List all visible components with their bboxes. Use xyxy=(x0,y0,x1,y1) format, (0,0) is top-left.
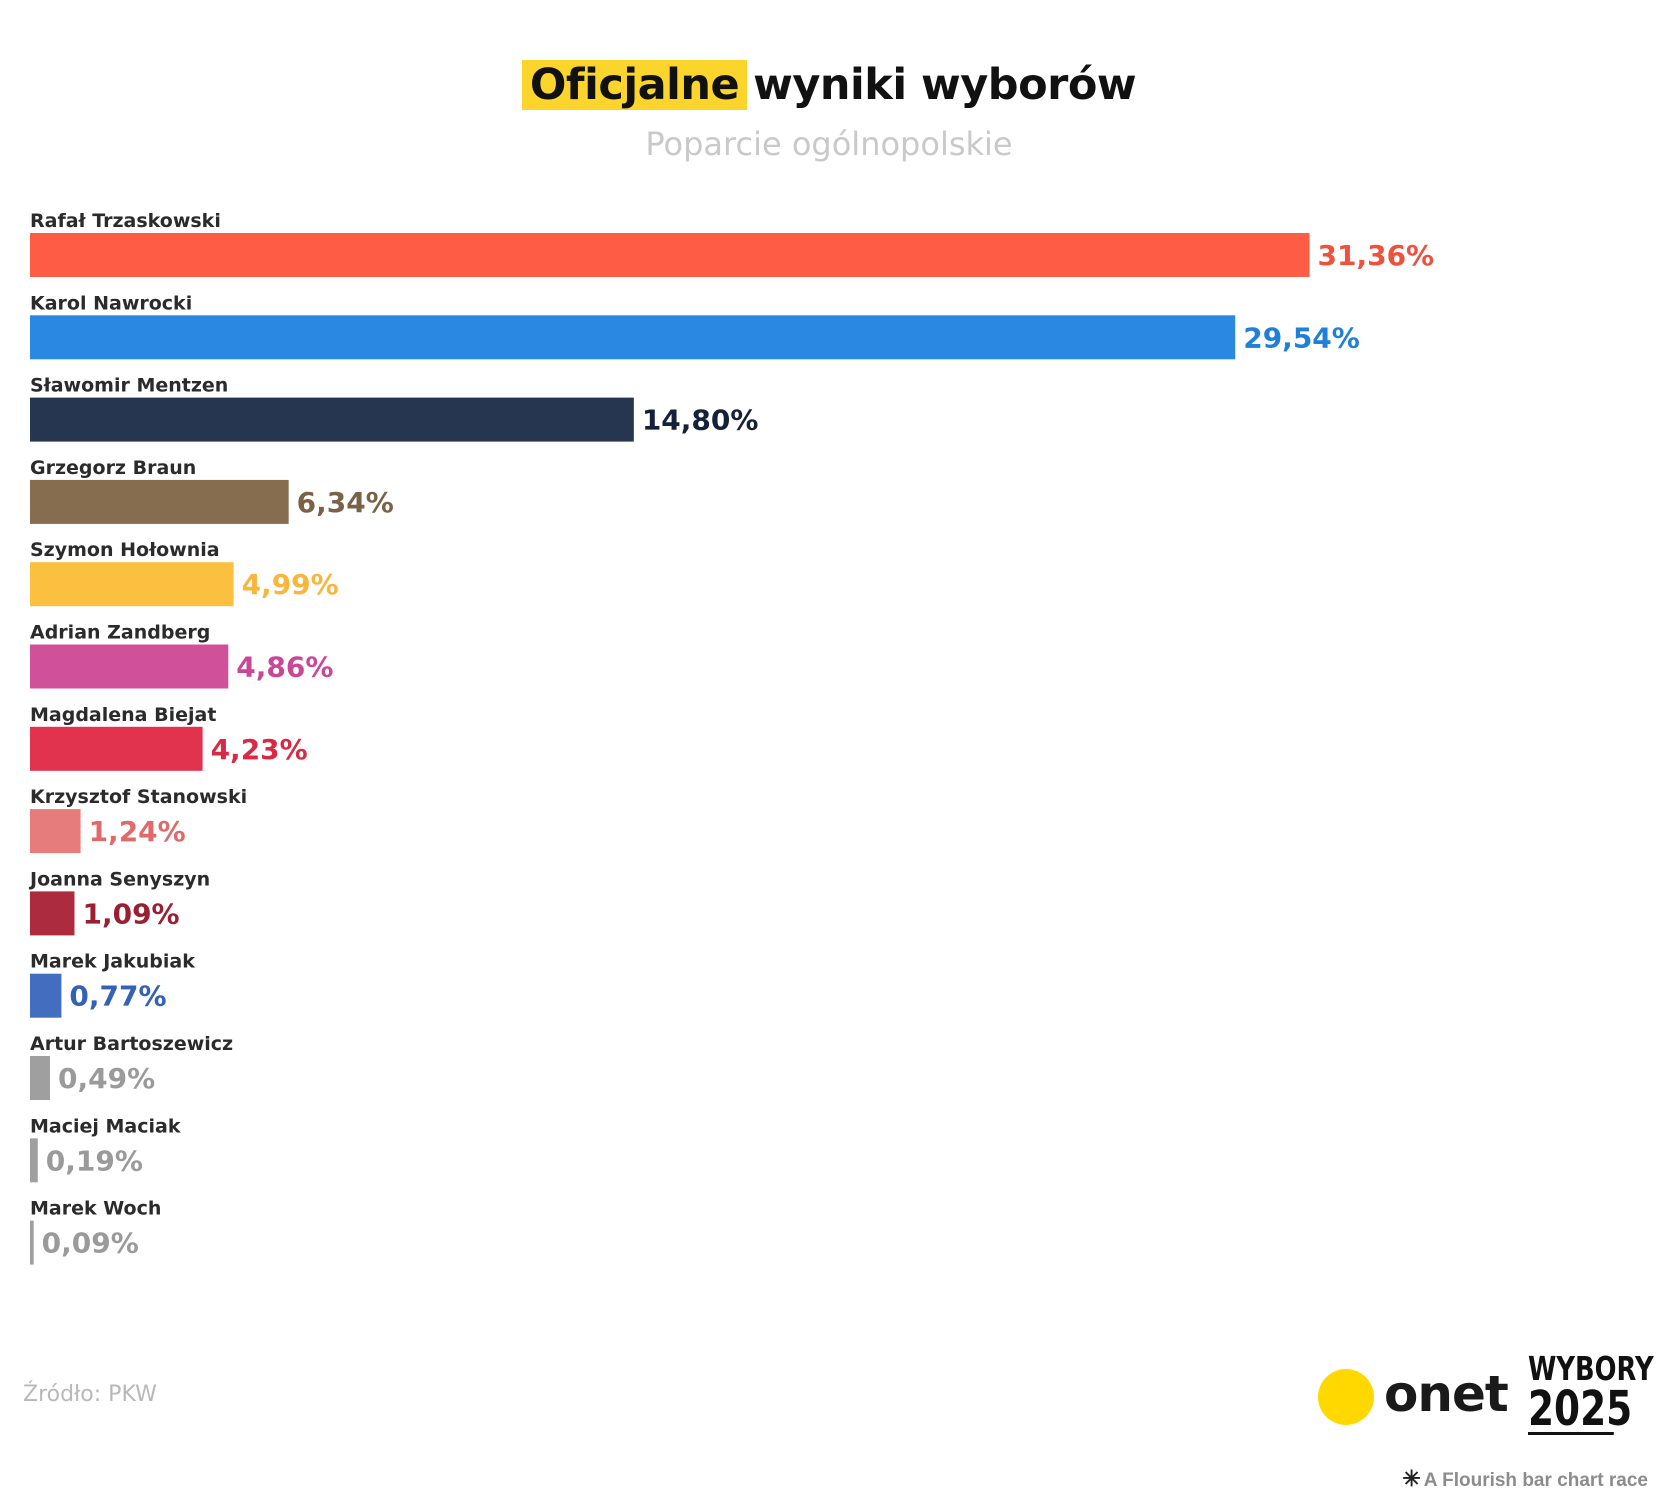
bar-10 xyxy=(30,973,62,1018)
value-label: 1,09% xyxy=(82,897,179,930)
onet-wordmark: onet xyxy=(1384,1365,1509,1423)
bar-row: Artur Bartoszewicz 0,49% xyxy=(30,1033,233,1100)
flourish-credit-text: A Flourish bar chart race xyxy=(1423,1470,1648,1491)
bar-11 xyxy=(30,1056,50,1100)
value-label: 1,24% xyxy=(89,815,186,848)
bar-row: Krzysztof Stanowski 1,24% xyxy=(30,786,247,854)
chart-header: Oficjalne wyniki wyborów Poparcie ogólnop… xyxy=(0,56,1658,166)
category-label: Grzegorz Braun xyxy=(30,457,196,479)
value-label: 4,99% xyxy=(242,568,339,601)
bar-6 xyxy=(30,644,229,689)
category-label: Krzysztof Stanowski xyxy=(30,786,247,808)
bar-8 xyxy=(30,809,81,854)
bar-row: Joanna Senyszyn 1,09% xyxy=(28,868,210,936)
bar-row: Karol Nawrocki 29,54% xyxy=(30,292,1360,360)
category-label: Karol Nawrocki xyxy=(30,292,192,314)
category-label: Joanna Senyszyn xyxy=(28,868,210,890)
bar-row: Magdalena Biejat 4,23% xyxy=(30,704,308,771)
value-label: 0,77% xyxy=(69,980,166,1013)
category-label: Maciej Maciak xyxy=(30,1115,181,1137)
bar-row: Adrian Zandberg 4,86% xyxy=(30,622,333,689)
value-label: 0,49% xyxy=(58,1062,155,1095)
value-label: 0,09% xyxy=(42,1227,139,1260)
value-label: 4,23% xyxy=(211,733,308,766)
category-label: Magdalena Biejat xyxy=(30,704,216,726)
bar-row: Marek Jakubiak 0,77% xyxy=(30,951,195,1018)
chart-subtitle: Poparcie ogólnopolskie xyxy=(645,125,1013,163)
category-label: Szymon Hołownia xyxy=(30,539,220,561)
bar-chart: Rafał Trzaskowski 31,36% Karol Nawrocki 29,… xyxy=(28,210,1434,1265)
title-highlight: Oficjalne xyxy=(521,60,748,110)
bar-row: Maciej Maciak 0,19% xyxy=(30,1115,181,1183)
flourish-star-icon: ✳ xyxy=(1402,1466,1421,1491)
title-rest: wyniki wyborów xyxy=(753,60,1137,110)
wybory-logo-line1: WYBORY xyxy=(1528,1349,1654,1388)
value-label: 14,80% xyxy=(642,404,759,437)
flourish-credit[interactable]: ✳ A Flourish bar chart race xyxy=(1402,1466,1648,1492)
bar-1 xyxy=(30,233,1310,277)
category-label: Adrian Zandberg xyxy=(30,622,210,644)
category-label: Marek Woch xyxy=(30,1198,161,1220)
category-label: Rafał Trzaskowski xyxy=(30,210,221,232)
bar-2 xyxy=(30,315,1236,360)
category-label: Artur Bartoszewicz xyxy=(30,1033,233,1055)
value-label: 31,36% xyxy=(1317,239,1434,272)
value-label: 4,86% xyxy=(236,651,333,684)
category-label: Marek Jakubiak xyxy=(30,951,195,973)
onet-logo: onet xyxy=(1318,1365,1509,1428)
chart-title: Oficjalne wyniki wyborów xyxy=(0,56,1658,114)
bar-4 xyxy=(30,479,289,524)
bar-row: Szymon Hołownia 4,99% xyxy=(30,539,339,607)
value-label: 29,54% xyxy=(1243,321,1360,354)
source-note: Źródło: PKW xyxy=(23,1382,157,1407)
value-label: 0,19% xyxy=(46,1144,143,1177)
wybory-logo-line2: 2025 xyxy=(1528,1381,1633,1437)
wybory-2025-logo: WYBORY 2025 xyxy=(1528,1349,1654,1437)
bar-row: Rafał Trzaskowski 31,36% xyxy=(30,210,1434,277)
bar-row: Sławomir Mentzen 14,80% xyxy=(30,375,758,442)
bar-13 xyxy=(30,1220,34,1265)
onet-dot-icon xyxy=(1318,1369,1374,1425)
category-label: Sławomir Mentzen xyxy=(30,375,228,397)
value-label: 6,34% xyxy=(297,486,394,519)
bar-12 xyxy=(30,1138,38,1183)
bar-row: Marek Woch 0,09% xyxy=(30,1198,161,1265)
bar-3 xyxy=(30,397,634,442)
bar-5 xyxy=(30,562,234,607)
bar-7 xyxy=(30,726,203,771)
bar-row: Grzegorz Braun 6,34% xyxy=(30,457,394,524)
bar-9 xyxy=(30,891,75,936)
